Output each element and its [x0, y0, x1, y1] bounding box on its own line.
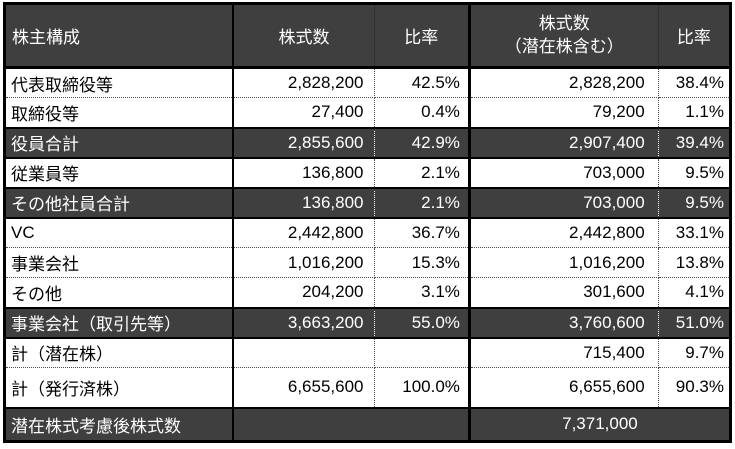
cell-ratio-incl-potential: 39.4%: [658, 126, 731, 159]
table-row: 従業員等 136,800 2.1% 703,000 9.5%: [4, 157, 731, 188]
shareholder-composition-table: 株主構成 株式数 比率 株式数 （潜在株含む） 比率 代表取締役等 2,828,…: [3, 2, 732, 443]
cell-ratio-incl-potential: 90.3%: [658, 367, 731, 408]
cell-label: その他社員合計: [4, 186, 235, 219]
table-row-merged-total: 潜在株式考慮後株式数 7,371,000: [4, 406, 731, 443]
header-shares: 株式数: [233, 3, 375, 69]
header-row: 株主構成 株式数 比率 株式数 （潜在株含む） 比率: [4, 3, 731, 69]
table-row: その他社員合計 136,800 2.1% 703,000 9.5%: [4, 186, 731, 219]
cell-ratio-incl-potential: 9.5%: [658, 157, 731, 188]
cell-shares: 136,800: [233, 157, 375, 188]
table-row: 事業会社（取引先等） 3,663,200 55.0% 3,760,600 51.…: [4, 306, 731, 339]
cell-shares-incl-potential: 2,442,800: [469, 217, 659, 248]
header-shares-incl-potential-line1: 株式数: [538, 13, 590, 33]
cell-label: 従業員等: [4, 157, 235, 188]
table-row: 計（発行済株） 6,655,600 100.0% 6,655,600 90.3%: [4, 367, 731, 408]
cell-shares: 3,663,200: [233, 306, 375, 339]
table-row: 役員合計 2,855,600 42.9% 2,907,400 39.4%: [4, 126, 731, 159]
table-body: 代表取締役等 2,828,200 42.5% 2,828,200 38.4% 取…: [4, 67, 731, 443]
cell-ratio-incl-potential: 33.1%: [658, 217, 731, 248]
cell-shares-incl-potential: 703,000: [469, 186, 659, 219]
cell-ratio-incl-potential: 13.8%: [658, 247, 731, 278]
cell-shares: [233, 337, 375, 368]
cell-ratio-incl-potential: 9.7%: [658, 337, 731, 368]
cell-shares: 136,800: [233, 186, 375, 219]
cell-shares-incl-potential: 2,828,200: [469, 67, 659, 98]
cell-label: 事業会社（取引先等）: [4, 306, 235, 339]
cell-total-shares: 7,371,000: [469, 406, 731, 443]
cell-shares-incl-potential: 301,600: [469, 277, 659, 308]
cell-ratio: 0.4%: [374, 97, 471, 128]
cell-ratio: 100.0%: [374, 367, 471, 408]
cell-label: 計（潜在株）: [4, 337, 235, 368]
header-ratio: 比率: [374, 3, 471, 69]
cell-label: 代表取締役等: [4, 67, 235, 98]
cell-shares-incl-potential: 1,016,200: [469, 247, 659, 278]
cell-ratio-incl-potential: 1.1%: [658, 97, 731, 128]
cell-ratio-incl-potential: 38.4%: [658, 67, 731, 98]
cell-shares: 204,200: [233, 277, 375, 308]
cell-ratio: [374, 337, 471, 368]
cell-shares: 2,855,600: [233, 126, 375, 159]
cell-shares: 2,442,800: [233, 217, 375, 248]
cell-label: 計（発行済株）: [4, 367, 235, 408]
cell-ratio: 42.9%: [374, 126, 471, 159]
table-row: 計（潜在株） 715,400 9.7%: [4, 337, 731, 368]
header-ratio-incl-potential: 比率: [658, 3, 731, 69]
cell-ratio: 36.7%: [374, 217, 471, 248]
cell-shares: 6,655,600: [233, 367, 375, 408]
cell-ratio: 2.1%: [374, 186, 471, 219]
cell-label: その他: [4, 277, 235, 308]
cell-label: 事業会社: [4, 247, 235, 278]
header-composition: 株主構成: [4, 3, 235, 69]
cell-shares-incl-potential: 715,400: [469, 337, 659, 368]
cell-label: 取締役等: [4, 97, 235, 128]
cell-shares-incl-potential: 6,655,600: [469, 367, 659, 408]
cell-ratio-incl-potential: 51.0%: [658, 306, 731, 339]
cell-shares-incl-potential: 79,200: [469, 97, 659, 128]
cell-ratio: 55.0%: [374, 306, 471, 339]
cell-shares-incl-potential: 3,760,600: [469, 306, 659, 339]
cell-shares: 2,828,200: [233, 67, 375, 98]
cell-ratio: 42.5%: [374, 67, 471, 98]
table-row: その他 204,200 3.1% 301,600 4.1%: [4, 277, 731, 308]
cell-empty: [233, 406, 471, 443]
table-row: 取締役等 27,400 0.4% 79,200 1.1%: [4, 97, 731, 128]
cell-ratio: 2.1%: [374, 157, 471, 188]
cell-label: 役員合計: [4, 126, 235, 159]
cell-ratio-incl-potential: 9.5%: [658, 186, 731, 219]
header-shares-incl-potential-line2: （潜在株含む）: [504, 36, 624, 56]
cell-shares: 27,400: [233, 97, 375, 128]
cell-ratio-incl-potential: 4.1%: [658, 277, 731, 308]
cell-ratio: 15.3%: [374, 247, 471, 278]
cell-shares-incl-potential: 703,000: [469, 157, 659, 188]
table-row: VC 2,442,800 36.7% 2,442,800 33.1%: [4, 217, 731, 248]
cell-ratio: 3.1%: [374, 277, 471, 308]
table-header: 株主構成 株式数 比率 株式数 （潜在株含む） 比率: [4, 3, 731, 69]
cell-shares: 1,016,200: [233, 247, 375, 278]
cell-label: 潜在株式考慮後株式数: [4, 406, 235, 443]
header-shares-incl-potential: 株式数 （潜在株含む）: [469, 3, 659, 69]
cell-shares-incl-potential: 2,907,400: [469, 126, 659, 159]
cell-label: VC: [4, 217, 235, 248]
table-row: 事業会社 1,016,200 15.3% 1,016,200 13.8%: [4, 247, 731, 278]
table-row: 代表取締役等 2,828,200 42.5% 2,828,200 38.4%: [4, 67, 731, 98]
